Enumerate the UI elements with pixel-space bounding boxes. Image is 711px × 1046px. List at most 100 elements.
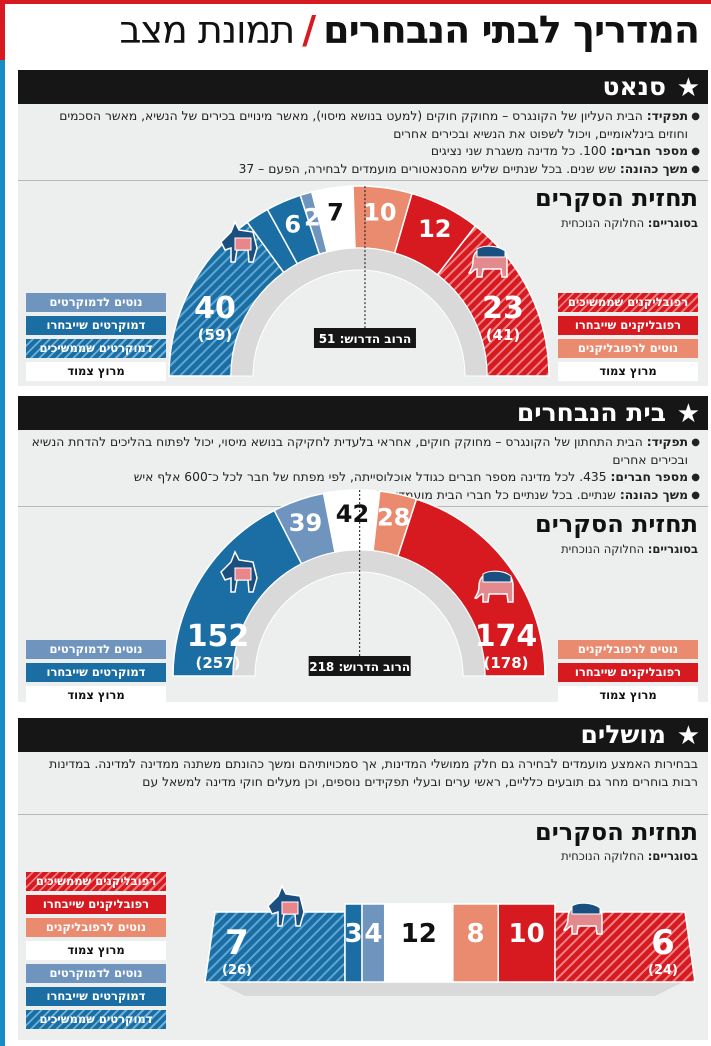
bullet-label: תפקיד:	[646, 109, 688, 123]
rep-current-label: (41)	[486, 326, 521, 344]
main-title-text: המדריך לבתי הנבחרים	[323, 8, 700, 52]
senate-bullet-term: משך כהונה: שש שנים. בכל שנתיים שליש מהסנ…	[28, 161, 700, 179]
legend-rep-win: רפובליקנים שייבחרו	[558, 663, 698, 682]
star-icon: ★	[676, 721, 700, 751]
house-chart: 39 42 28 152(257) 174(178) הרוב הדרוש: 218	[172, 489, 546, 677]
dem-total-label: 152	[187, 619, 250, 654]
donkey-icon	[220, 220, 258, 263]
bullet-label: משך כהונה:	[619, 487, 688, 502]
bar-segment-3	[383, 903, 454, 983]
bar-segment-6	[554, 911, 696, 983]
governors-poll-title: תחזית הסקרים	[534, 818, 698, 846]
legend-tossup: מרוץ צמוד	[558, 686, 698, 705]
legend-dem-lean: נוטים לדמוקרטים	[26, 964, 166, 983]
elephant-icon	[563, 902, 603, 935]
senate-bullet-role: תפקיד: הבית העליון של הקונגרס – מחוקק חו…	[28, 108, 700, 143]
bar-segment-4	[452, 903, 499, 983]
legend-dem-continuing: דמוקרטים שממשיכים	[26, 1010, 166, 1029]
arc-value-label: 7	[327, 199, 344, 227]
top-accent-bar	[0, 0, 711, 4]
house-title: בית הנבחרים	[516, 398, 666, 427]
donkey-icon	[220, 550, 258, 593]
bar-value-label: 12	[401, 919, 437, 949]
majority-label-box	[313, 328, 416, 348]
poll-note-text: החלוקה הנוכחית	[561, 542, 648, 556]
house-bullet-members: מספר חברים: 435. לכל מדינה מספר חברים כג…	[28, 469, 700, 487]
bullet-text: הבית העליון של הקונגרס – מחוקק חוקים (למ…	[59, 109, 688, 141]
senate-title: סנאט	[602, 72, 666, 101]
house-bullets: תפקיד: הבית התחתון של הקונגרס – מחוקק חו…	[28, 434, 700, 504]
poll-note-label: בסוגריים:	[647, 849, 698, 863]
governors-text: בבחירות האמצע מועמדים לבחירה גם חלק ממוש…	[49, 757, 698, 789]
dem-current-label: (257)	[195, 654, 240, 672]
house-legend-rep: נוטים לרפובליקנים רפובליקנים שייבחרו מרו…	[558, 640, 698, 709]
bar-base	[217, 982, 683, 996]
bullet-label: מספר חברים:	[610, 470, 688, 484]
governors-poll-note: בסוגריים: החלוקה הנוכחית	[561, 849, 698, 863]
bullet-text: שש שנים. בכל שנתיים שליש מהסנאטורים מועמ…	[238, 161, 620, 176]
legend-rep-win: רפובליקנים שייבחרו	[558, 316, 698, 335]
bullet-text: הבית התחתון של הקונגרס – מחוקק חוקים, אח…	[31, 435, 688, 467]
house-header: ★ בית הנבחרים	[18, 396, 708, 430]
poll-note-label: בסוגריים:	[647, 216, 698, 230]
legend-tossup: מרוץ צמוד	[558, 362, 698, 381]
senate-divider	[18, 180, 708, 181]
legend-tossup: מרוץ צמוד	[26, 362, 166, 381]
bar-value-label: 10	[509, 919, 545, 949]
rep-current-label: (24)	[648, 963, 678, 978]
governors-divider	[18, 814, 708, 815]
main-subtitle: תמונת מצב	[119, 8, 296, 52]
bar-value-label: 3	[344, 919, 362, 949]
senate-bullet-members: מספר חברים: 100. כל מדינה משגרת שני נציג…	[28, 143, 700, 161]
senate-bullets: תפקיד: הבית העליון של הקונגרס – מחוקק חו…	[28, 108, 700, 178]
bullet-label: משך כהונה:	[619, 161, 688, 176]
legend-dem-continuing: דמוקרטים שממשיכים	[26, 339, 166, 358]
bar-value-label: 4	[364, 919, 382, 949]
legend-rep-lean: נוטים לרפובליקנים	[26, 918, 166, 937]
legend-dem-lean: נוטים לדמוקרטים	[26, 293, 166, 312]
legend-rep-continuing: רפובליקנים שממשיכים	[26, 872, 166, 891]
arc-value-label: 12	[418, 215, 451, 243]
poll-note-text: החלוקה הנוכחית	[561, 849, 648, 863]
majority-label-box	[308, 656, 411, 676]
legend-rep-continuing: רפובליקנים שממשיכים	[558, 293, 698, 312]
star-icon: ★	[676, 399, 700, 429]
title-separator: /	[302, 8, 316, 52]
star-icon: ★	[676, 73, 700, 103]
senate-poll-title: תחזית הסקרים	[534, 184, 698, 212]
bar-value-label: 8	[466, 919, 484, 949]
house-poll-title: תחזית הסקרים	[534, 510, 698, 538]
house-poll-note: בסוגריים: החלוקה הנוכחית	[561, 542, 698, 556]
arc-value-label: 39	[289, 509, 322, 537]
majority-label: הרוב הדרוש: 218	[309, 660, 410, 674]
rep-current-label: (178)	[483, 654, 528, 672]
dem-current-label: (59)	[198, 326, 233, 344]
legend-rep-lean: נוטים לרפובליקנים	[558, 640, 698, 659]
arc-inner-band	[230, 247, 488, 377]
dem-total-label: 40	[194, 291, 236, 326]
arc-value-label: 6	[284, 211, 301, 239]
bar-value-label: 6	[651, 923, 675, 963]
bar-segment-5	[497, 903, 556, 983]
legend-rep-win: רפובליקנים שייבחרו	[26, 895, 166, 914]
legend-dem-win: דמוקרטים שייבחרו	[26, 316, 166, 335]
senate-legend-dem: נוטים לדמוקרטים דמוקרטים שייבחרו דמוקרטי…	[26, 293, 166, 385]
left-accent-blue	[0, 60, 5, 1046]
bullet-label: תפקיד:	[646, 435, 688, 449]
donkey-icon	[267, 884, 305, 927]
governors-header: ★ מושלים	[18, 718, 708, 752]
elephant-icon	[468, 245, 508, 278]
majority-label: הרוב הדרוש: 51	[319, 332, 412, 346]
arc-inner-band	[232, 549, 486, 677]
governors-title: מושלים	[580, 720, 666, 749]
elephant-icon	[474, 570, 514, 603]
legend-rep-lean: נוטים לרפובליקנים	[558, 339, 698, 358]
legend-tossup: מרוץ צמוד	[26, 686, 166, 705]
legend-dem-lean: נוטים לדמוקרטים	[26, 640, 166, 659]
bullet-text: 435. לכל מדינה מספר חברים כגודל אוכלוסיי…	[133, 470, 611, 484]
governors-legend: רפובליקנים שממשיכים רפובליקנים שייבחרו נ…	[26, 872, 166, 1033]
rep-total-label: 23	[482, 291, 524, 326]
